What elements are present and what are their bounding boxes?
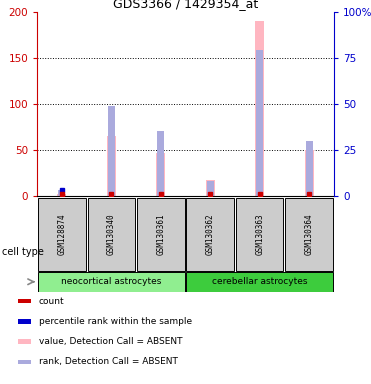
Bar <box>38 272 184 292</box>
Bar <box>58 190 65 196</box>
Text: percentile rank within the sample: percentile rank within the sample <box>39 317 192 326</box>
Bar <box>19 339 31 344</box>
Title: GDS3366 / 1429354_at: GDS3366 / 1429354_at <box>113 0 258 10</box>
Text: cell type: cell type <box>2 247 44 257</box>
Bar <box>236 198 283 271</box>
Bar <box>156 154 165 196</box>
Bar <box>157 131 164 196</box>
Text: GSM130363: GSM130363 <box>255 214 264 255</box>
Text: GSM130362: GSM130362 <box>206 214 215 255</box>
Bar <box>187 272 333 292</box>
Bar <box>107 136 116 196</box>
Bar <box>256 50 263 196</box>
Text: neocortical astrocytes: neocortical astrocytes <box>61 277 161 286</box>
Bar <box>207 181 214 196</box>
Bar <box>19 359 31 364</box>
Text: GSM128874: GSM128874 <box>58 214 66 255</box>
Bar <box>206 180 215 196</box>
Text: count: count <box>39 296 64 306</box>
Bar <box>305 150 313 196</box>
Text: cerebellar astrocytes: cerebellar astrocytes <box>212 277 308 286</box>
Text: GSM130361: GSM130361 <box>156 214 165 255</box>
Text: value, Detection Call = ABSENT: value, Detection Call = ABSENT <box>39 337 182 346</box>
Bar <box>19 299 31 303</box>
Bar <box>88 198 135 271</box>
Bar <box>108 106 115 196</box>
Bar <box>306 141 313 196</box>
Bar <box>187 198 234 271</box>
Text: GSM130340: GSM130340 <box>107 214 116 255</box>
Text: GSM130364: GSM130364 <box>305 214 313 255</box>
Bar <box>137 198 184 271</box>
Bar <box>19 319 31 324</box>
Bar <box>58 194 66 196</box>
Bar <box>285 198 333 271</box>
Text: rank, Detection Call = ABSENT: rank, Detection Call = ABSENT <box>39 358 177 366</box>
Bar <box>38 198 86 271</box>
Bar <box>255 21 264 196</box>
